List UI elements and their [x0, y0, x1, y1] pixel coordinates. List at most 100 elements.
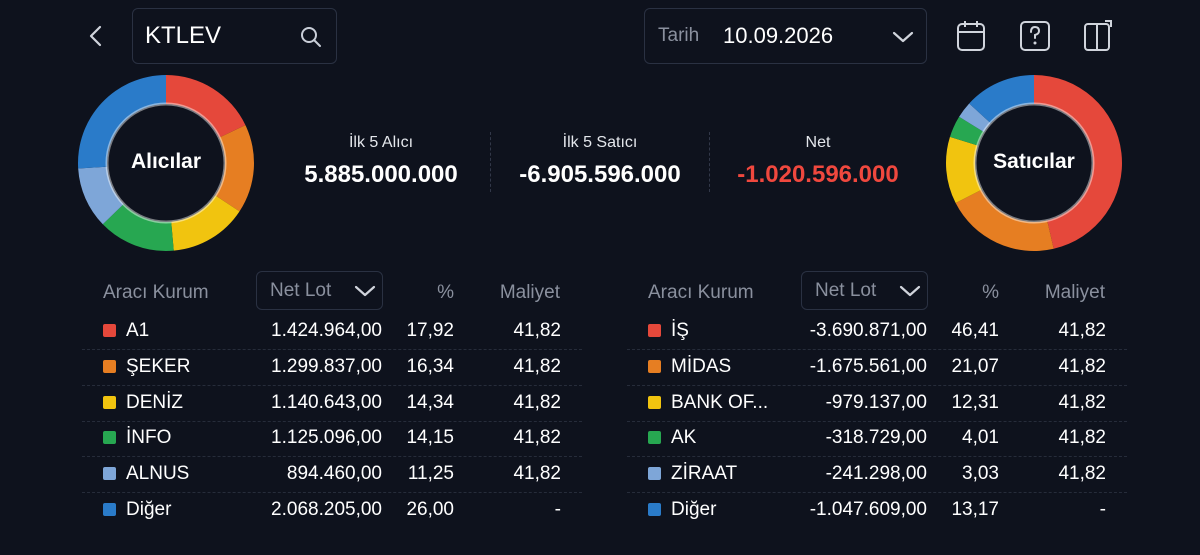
net-lot: -3.690.871,00 — [809, 320, 927, 341]
date-dropdown-arrow — [892, 31, 914, 43]
percent: 3,03 — [962, 463, 999, 485]
percent: 16,34 — [406, 355, 454, 377]
net-lot: -241.298,00 — [825, 463, 927, 485]
back-button[interactable] — [84, 24, 108, 48]
summary-value: 5.885.000.000 — [304, 161, 458, 188]
broker-name: BANK OF... — [671, 391, 769, 413]
cost: 41,82 — [513, 320, 561, 341]
cost: 41,82 — [1058, 463, 1106, 485]
help-button[interactable] — [1019, 19, 1051, 53]
search-icon — [301, 27, 321, 47]
cost: 41,82 — [513, 463, 561, 485]
donut-segment — [214, 125, 254, 212]
legend-swatch — [103, 431, 116, 445]
dropdown-arrow — [899, 285, 921, 297]
summary-value: -6.905.596.000 — [519, 161, 681, 188]
net-lot: 1.140.643,00 — [271, 391, 382, 413]
broker-name: ALNUS — [126, 463, 190, 485]
row-separator — [627, 492, 1127, 494]
column-header: Aracı Kurum — [103, 282, 209, 303]
column-header: Maliyet — [499, 282, 560, 303]
column-header: Aracı Kurum — [648, 282, 754, 303]
date-picker[interactable]: Tarih 10.09.2026 — [644, 8, 927, 64]
legend-swatch — [648, 467, 661, 481]
net-lot: -1.047.609,00 — [809, 499, 927, 520]
cost: 41,82 — [1058, 427, 1106, 449]
net-lot: 894.460,00 — [286, 463, 382, 485]
search-box[interactable]: KTLEV — [132, 8, 337, 64]
row-separator — [627, 349, 1127, 350]
donut-segment — [1034, 75, 1122, 249]
net-lot: 1.299.837,00 — [271, 355, 382, 377]
donut-segment — [166, 75, 246, 139]
cost: 41,82 — [513, 355, 561, 377]
broker-name: Diğer — [126, 499, 172, 520]
broker-name: MİDAS — [671, 355, 732, 377]
summary-label: Net — [805, 134, 831, 151]
net-lot: 1.424.964,00 — [271, 320, 382, 341]
net-lot: -1.675.561,00 — [809, 355, 927, 377]
net-lot-dropdown[interactable]: Net Lot — [256, 271, 383, 310]
cost: 41,82 — [1058, 320, 1106, 341]
row-separator — [82, 492, 582, 494]
percent: 26,00 — [406, 499, 454, 520]
percent: 14,34 — [406, 391, 454, 413]
column-header: % — [437, 282, 454, 303]
broker-name: A1 — [126, 320, 150, 341]
legend-swatch — [648, 359, 661, 373]
broker-name: ZİRAAT — [671, 463, 738, 485]
cost: - — [1099, 499, 1106, 520]
donut-segment — [78, 166, 125, 225]
broker-name: ŞEKER — [126, 355, 191, 377]
broker-name: İNFO — [126, 427, 172, 449]
broker-name: DENİZ — [126, 391, 183, 413]
legend-swatch — [103, 395, 116, 409]
column-header: Net Lot — [270, 280, 332, 301]
donut-title: Alıcılar — [130, 150, 202, 173]
calendar-button[interactable] — [955, 19, 987, 53]
broker-name: İŞ — [671, 320, 689, 341]
broker-name: AK — [671, 427, 697, 449]
row-separator — [82, 349, 582, 350]
legend-swatch — [648, 324, 661, 337]
row-separator — [82, 456, 582, 458]
percent: 14,15 — [406, 427, 454, 449]
sellers-donut — [946, 75, 1122, 251]
row-separator — [627, 456, 1127, 458]
net-lot-dropdown[interactable]: Net Lot — [801, 271, 928, 310]
legend-swatch — [648, 503, 661, 516]
column-header: % — [982, 282, 999, 303]
cost: 41,82 — [513, 427, 561, 449]
broker-name: Diğer — [671, 499, 717, 520]
percent: 12,31 — [951, 391, 999, 413]
row-separator — [82, 384, 582, 386]
legend-swatch — [648, 431, 661, 445]
cost: - — [554, 499, 561, 520]
percent: 13,17 — [951, 499, 999, 520]
cost: 41,82 — [1058, 391, 1106, 413]
donut-title: Satıcılar — [993, 150, 1075, 173]
row-separator — [627, 384, 1127, 386]
summary-label: İlk 5 Alıcı — [348, 134, 414, 151]
percent: 11,25 — [407, 463, 454, 485]
percent: 4,01 — [962, 427, 999, 449]
date: 10.09.2026 — [723, 23, 834, 48]
legend-swatch — [103, 467, 116, 481]
summary-value: -1.020.596.000 — [737, 161, 899, 188]
donut-segment — [102, 203, 174, 252]
donut-segment — [78, 75, 166, 169]
column-header: Net Lot — [815, 280, 877, 301]
net-lot: -979.137,00 — [825, 391, 927, 413]
net-lot: 2.068.205,00 — [271, 499, 382, 520]
cost: 41,82 — [513, 391, 561, 413]
layout-button[interactable] — [1083, 19, 1115, 53]
legend-swatch — [103, 503, 116, 516]
summary-label: İlk 5 Satıcı — [562, 134, 638, 151]
donut-segment — [949, 116, 985, 146]
dropdown-arrow — [354, 285, 376, 297]
donut-segment — [959, 103, 992, 133]
percent: 17,92 — [406, 320, 454, 341]
donut-hole — [105, 102, 227, 224]
cost: 41,82 — [1058, 355, 1106, 377]
